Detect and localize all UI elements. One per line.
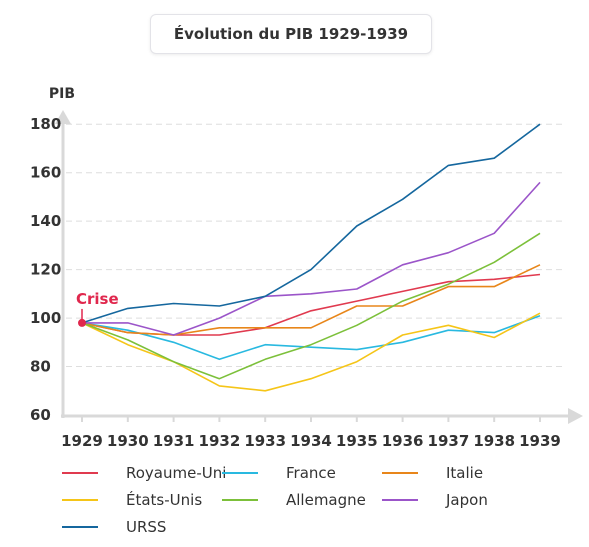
series-line-france — [81, 314, 541, 361]
legend-swatch — [62, 499, 98, 501]
y-tick-label: 100 — [30, 309, 61, 327]
series-line-italie — [81, 264, 541, 336]
series-line-etats-unis — [81, 312, 541, 392]
legend-label: France — [286, 464, 336, 482]
series-line-royaume-uni — [81, 273, 541, 336]
legend-swatch — [62, 526, 98, 528]
series-lines — [81, 123, 541, 392]
y-tick-label: 180 — [30, 115, 61, 133]
x-tick-label: 1937 — [428, 432, 470, 450]
grid-lines — [66, 123, 565, 368]
x-tick-label: 1930 — [107, 432, 149, 450]
x-tick-label: 1934 — [290, 432, 332, 450]
y-tick-label: 60 — [30, 406, 51, 424]
legend: Royaume-Uni France Italie États-Unis Allemag… — [62, 462, 562, 542]
legend-swatch — [62, 472, 98, 474]
legend-label: Italie — [446, 464, 484, 482]
x-tick-label: 1931 — [153, 432, 195, 450]
x-tick-label: 1935 — [336, 432, 378, 450]
legend-swatch — [382, 472, 418, 474]
legend-item-urss: URSS — [62, 516, 166, 538]
y-tick-labels: 60 80 100 120 140 160 180 — [30, 115, 61, 424]
y-tick-label: 80 — [30, 358, 51, 376]
legend-swatch — [382, 499, 418, 501]
series-line-allemagne — [81, 232, 541, 380]
x-tick-label: 1929 — [61, 432, 103, 450]
x-tick-label: 1939 — [519, 432, 561, 450]
y-tick-label: 140 — [30, 212, 61, 230]
annotation-label: Crise — [76, 290, 119, 308]
chart-title: Évolution du PIB 1929-1939 — [150, 14, 432, 54]
legend-label: États-Unis — [126, 491, 203, 509]
legend-item-allemagne: Allemagne — [222, 489, 366, 511]
x-tick-label: 1933 — [244, 432, 286, 450]
legend-label: URSS — [126, 518, 167, 536]
legend-label: Royaume-Uni — [126, 464, 227, 482]
x-tick-label: 1936 — [382, 432, 424, 450]
y-tick-label: 160 — [30, 164, 61, 182]
series-line-urss — [81, 123, 541, 324]
series-line-japon — [82, 181, 541, 336]
crisis-annotation: Crise — [76, 290, 119, 327]
legend-item-etats-unis: États-Unis — [62, 489, 202, 511]
x-tick-label: 1938 — [473, 432, 515, 450]
legend-item-france: France — [222, 462, 336, 484]
legend-swatch — [222, 472, 258, 474]
y-axis-arrow — [55, 110, 71, 124]
x-tick-labels: 1929 1930 1931 1932 1933 1934 1935 1936 1937 1938… — [61, 416, 561, 450]
x-tick-label: 1932 — [199, 432, 241, 450]
legend-item-japon: Japon — [382, 489, 488, 511]
legend-swatch — [222, 499, 258, 501]
legend-label: Japon — [446, 491, 488, 509]
y-axis-label: PIB — [49, 86, 75, 102]
y-tick-label: 120 — [30, 261, 61, 279]
legend-item-royaume-uni: Royaume-Uni — [62, 462, 226, 484]
legend-label: Allemagne — [286, 491, 366, 509]
legend-item-italie: Italie — [382, 462, 483, 484]
axes — [55, 110, 583, 424]
annotation-dot — [78, 318, 86, 327]
x-axis-arrow — [568, 408, 583, 424]
